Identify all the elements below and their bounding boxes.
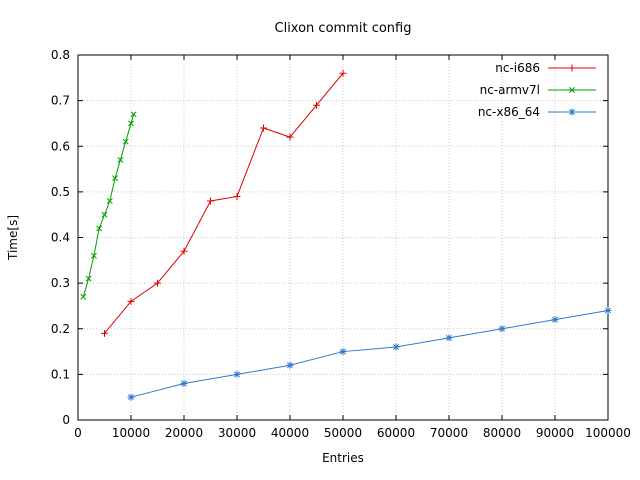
- legend-label-nc-armv7l: nc-armv7l: [480, 83, 540, 97]
- legend-label-nc-i686: nc-i686: [495, 61, 540, 75]
- series-nc-i686-marker: [127, 297, 135, 305]
- series-nc-x86_64: [127, 307, 612, 401]
- series-nc-armv7l-marker: [96, 225, 103, 232]
- series-nc-x86_64-marker: [286, 361, 294, 369]
- series-nc-i686-marker: [260, 124, 267, 132]
- series-nc-armv7l-marker: [117, 156, 124, 163]
- series-nc-i686-marker: [233, 192, 241, 200]
- series-nc-i686-marker: [313, 101, 320, 109]
- series-nc-x86_64-marker: [551, 316, 559, 324]
- legend-marker-nc-x86_64: [568, 108, 576, 116]
- y-tick-label-4: 0.4: [51, 231, 70, 245]
- series-nc-i686: [101, 69, 347, 337]
- series-nc-armv7l-marker: [130, 111, 137, 118]
- x-tick-label-6: 60000: [377, 426, 415, 440]
- x-tick-label-4: 40000: [271, 426, 309, 440]
- series-nc-x86_64-marker: [604, 307, 612, 314]
- x-tick-label-8: 80000: [483, 426, 521, 440]
- x-axis-label: Entries: [322, 451, 364, 465]
- y-tick-label-5: 0.5: [51, 185, 70, 199]
- y-axis-label: Time[s]: [6, 215, 20, 261]
- series-nc-x86_64-marker: [127, 393, 135, 401]
- series-nc-x86_64-marker: [498, 325, 506, 333]
- series-nc-armv7l-marker: [106, 198, 113, 204]
- series-nc-i686-marker: [286, 133, 294, 141]
- y-tick-label-7: 0.7: [51, 94, 70, 108]
- x-tick-label-1: 10000: [112, 426, 150, 440]
- x-tick-label-7: 70000: [430, 426, 468, 440]
- series-nc-x86_64-marker: [392, 343, 400, 351]
- series-nc-armv7l-marker: [80, 293, 87, 300]
- x-tick-label-9: 90000: [536, 426, 574, 440]
- series-nc-armv7l-marker: [112, 175, 119, 182]
- series-nc-armv7l-marker: [101, 211, 108, 218]
- y-tick-label-2: 0.2: [51, 322, 70, 336]
- x-tick-label-2: 20000: [165, 426, 203, 440]
- x-tick-label-10: 100000: [585, 426, 631, 440]
- series-nc-armv7l-marker: [85, 275, 92, 282]
- chart-title: Clixon commit config: [275, 21, 412, 36]
- x-tick-label-0: 0: [74, 426, 82, 440]
- legend-marker-nc-i686: [568, 64, 576, 72]
- series-nc-x86_64-marker: [180, 380, 188, 387]
- series-nc-x86_64-line: [130, 310, 609, 398]
- series-nc-armv7l-marker: [128, 120, 134, 127]
- series-nc-armv7l: [80, 111, 137, 300]
- series-nc-i686-line: [104, 72, 344, 334]
- series-nc-x86_64-marker: [233, 370, 241, 378]
- series-nc-i686-marker: [339, 69, 347, 77]
- series-nc-i686-marker: [180, 247, 188, 255]
- x-tick-label-5: 50000: [324, 426, 362, 440]
- series-nc-armv7l-marker: [122, 138, 129, 145]
- y-tick-label-8: 0.8: [51, 48, 70, 62]
- legend-marker-nc-armv7l: [569, 87, 575, 93]
- series-nc-i686-marker: [101, 329, 108, 337]
- y-tick-label-3: 0.3: [51, 276, 70, 290]
- y-tick-label-0: 0: [62, 413, 70, 427]
- legend-label-nc-x86_64: nc-x86_64: [478, 105, 540, 119]
- y-tick-label-6: 0.6: [51, 139, 70, 153]
- series-nc-x86_64-marker: [445, 334, 453, 342]
- series-nc-x86_64-marker: [339, 348, 347, 356]
- series-nc-i686-marker: [207, 197, 214, 205]
- x-tick-label-3: 30000: [218, 426, 256, 440]
- series-nc-i686-marker: [154, 279, 161, 287]
- y-tick-label-1: 0.1: [51, 367, 70, 381]
- series-nc-armv7l-marker: [90, 252, 97, 259]
